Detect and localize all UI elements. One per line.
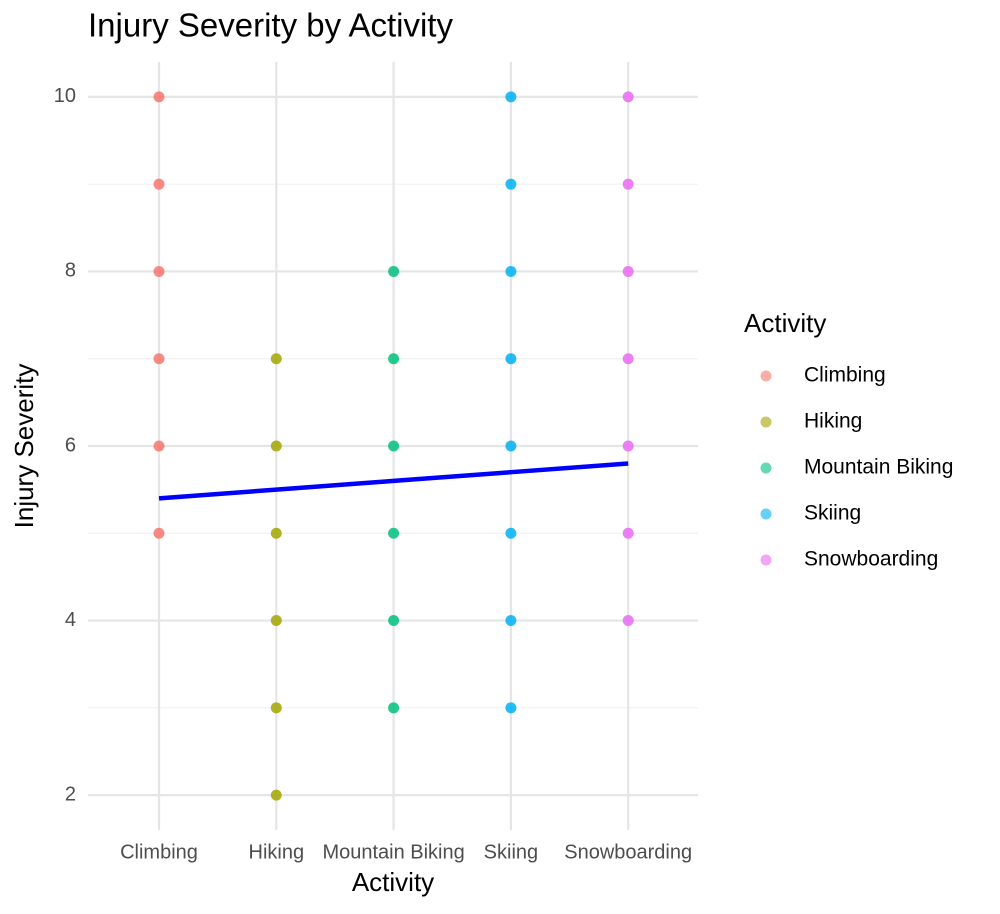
x-tick-label: Skiing <box>484 841 538 863</box>
legend-label: Skiing <box>804 502 861 525</box>
legend-marker <box>760 370 772 382</box>
legend-label: Snowboarding <box>804 548 938 571</box>
legend-label: Hiking <box>804 410 862 433</box>
point <box>622 91 634 103</box>
point <box>388 440 400 452</box>
point <box>505 440 517 452</box>
chart-title: Injury Severity by Activity <box>88 7 453 44</box>
y-tick-label: 2 <box>65 783 76 805</box>
point <box>505 265 517 277</box>
point <box>505 91 517 103</box>
legend-marker <box>760 554 772 566</box>
point <box>505 178 517 190</box>
y-tick-label: 6 <box>65 434 76 456</box>
point <box>270 527 282 539</box>
trend-line <box>158 461 629 501</box>
point <box>388 615 400 627</box>
legend-label: Mountain Biking <box>804 456 953 479</box>
point <box>270 440 282 452</box>
point <box>388 702 400 714</box>
point <box>153 527 165 539</box>
y-tick-label: 4 <box>65 609 76 631</box>
point <box>153 91 165 103</box>
point <box>505 527 517 539</box>
point <box>153 353 165 365</box>
y-axis-title: Injury Severity <box>9 364 39 529</box>
legend-label: Climbing <box>804 364 886 387</box>
point <box>505 353 517 365</box>
point <box>153 440 165 452</box>
x-tick-label: Climbing <box>120 841 198 863</box>
x-tick-label: Hiking <box>249 841 305 863</box>
x-tick-label: Snowboarding <box>564 841 692 863</box>
legend-marker <box>760 462 772 474</box>
y-tick-label: 10 <box>54 85 76 107</box>
point <box>505 615 517 627</box>
point <box>622 178 634 190</box>
legend-marker <box>760 416 772 428</box>
x-axis-title: Activity <box>352 867 434 897</box>
point <box>153 265 165 277</box>
legend-title: Activity <box>744 308 826 338</box>
y-tick-label: 8 <box>65 260 76 282</box>
point <box>270 789 282 801</box>
point <box>388 527 400 539</box>
point <box>505 702 517 714</box>
point <box>270 615 282 627</box>
x-tick-label: Mountain Biking <box>322 841 464 863</box>
point <box>622 615 634 627</box>
point <box>622 265 634 277</box>
point <box>622 353 634 365</box>
point <box>388 265 400 277</box>
point <box>622 527 634 539</box>
legend-marker <box>760 508 772 520</box>
point <box>270 702 282 714</box>
marks <box>153 91 634 801</box>
point <box>622 440 634 452</box>
point <box>388 353 400 365</box>
point <box>270 353 282 365</box>
point <box>153 178 165 190</box>
